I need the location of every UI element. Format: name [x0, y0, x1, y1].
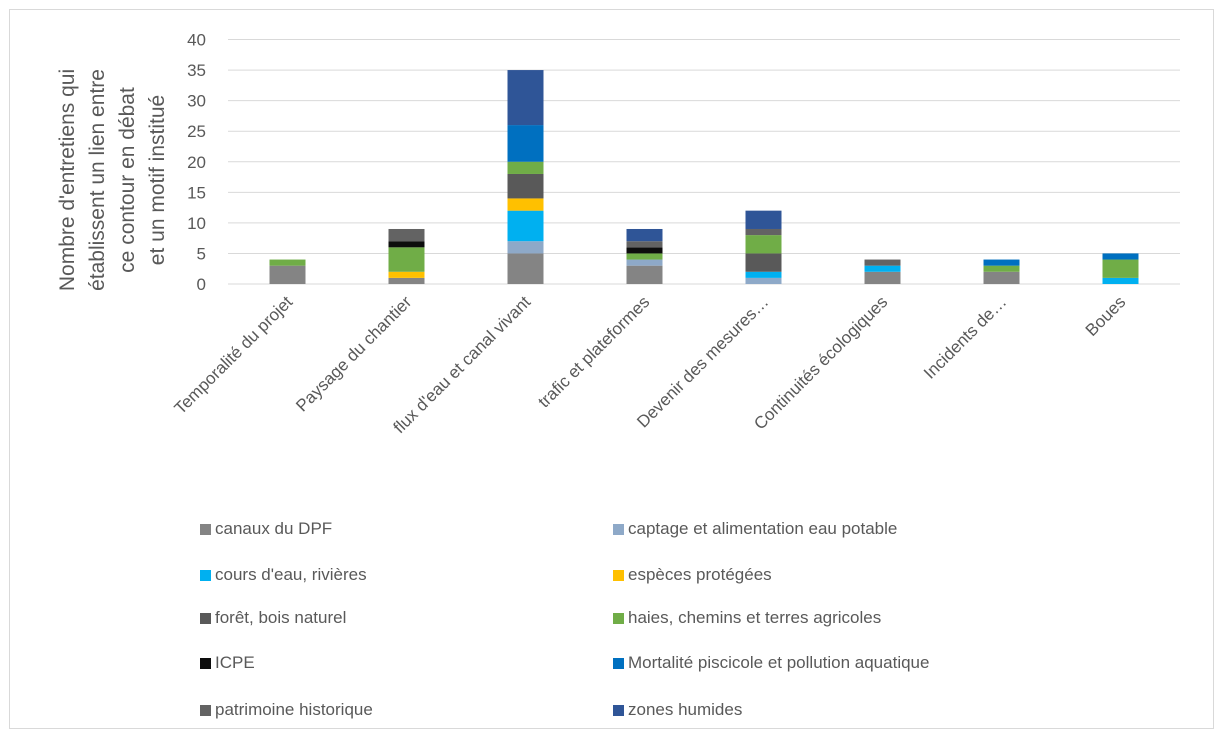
bar-segment — [626, 247, 663, 254]
x-category-label: Devenir des mesures… — [633, 292, 772, 431]
y-axis-label-line: établissent un lien entre — [86, 69, 109, 291]
bar-segment — [745, 253, 782, 272]
x-category-label: Incidents de… — [920, 292, 1010, 382]
bar-segment — [864, 265, 901, 272]
y-axis-label-line: Nombre d'entretiens qui — [56, 69, 79, 291]
bar-segment — [983, 259, 1020, 266]
bar-segment — [745, 271, 782, 278]
bar-segment — [1102, 259, 1139, 278]
y-tick-label: 35 — [187, 61, 206, 80]
x-category-label: flux d'eau et canal vivant — [390, 292, 535, 437]
y-axis-label: Nombre d'entretiens qui établissent un li… — [56, 69, 169, 291]
y-tick-label: 40 — [187, 31, 206, 50]
gridlines — [228, 39, 1180, 285]
bar-segment — [626, 253, 663, 260]
bar-segment — [507, 70, 544, 126]
bar-segment — [626, 259, 663, 266]
bar-segment — [388, 247, 425, 272]
chart-frame — [9, 9, 1214, 729]
bar-segment — [983, 265, 1020, 272]
bar-segment — [1102, 253, 1139, 260]
bar-segment — [745, 228, 782, 236]
bar-segment — [388, 241, 425, 248]
bar-segment — [626, 241, 663, 248]
bar-segment — [626, 228, 663, 242]
y-axis-label-line: ce contour en débat — [116, 87, 139, 273]
y-tick-label: 30 — [187, 92, 206, 111]
bar-segment — [745, 210, 782, 229]
bar-segment — [626, 265, 663, 284]
bar-segment — [269, 265, 306, 284]
bar-segment — [507, 253, 544, 284]
bar-segment — [745, 277, 782, 284]
bar-segment — [864, 259, 901, 266]
bar-segment — [269, 259, 306, 266]
bar-segment — [507, 198, 544, 211]
bar-segment — [388, 228, 425, 242]
bar-segment — [388, 271, 425, 278]
x-category-label: trafic et plateformes — [534, 292, 653, 411]
y-tick-label: 25 — [187, 122, 206, 141]
x-category-label: Paysage du chantier — [292, 292, 415, 415]
y-tick-label: 10 — [187, 214, 206, 233]
bar-segment — [507, 125, 544, 162]
x-category-label: Temporalité du projet — [171, 292, 297, 418]
y-tick-label: 5 — [197, 244, 206, 263]
bars — [269, 70, 1139, 284]
x-category-label: Continuités écologiques — [750, 292, 891, 433]
y-tick-label: 0 — [197, 275, 206, 294]
x-category-label: Boues — [1082, 292, 1130, 340]
y-axis-ticks: 0 5 10 15 20 25 30 35 40 — [187, 31, 206, 295]
bar-segment — [864, 271, 901, 284]
y-axis-label-line: et un motif institué — [146, 95, 169, 265]
bar-segment — [507, 161, 544, 174]
y-tick-label: 20 — [187, 153, 206, 172]
bar-segment — [507, 241, 544, 254]
bar-segment — [507, 173, 544, 199]
bar-segment — [388, 277, 425, 284]
bar-segment — [983, 271, 1020, 284]
bar-segment — [745, 235, 782, 254]
y-tick-label: 15 — [187, 183, 206, 202]
bar-segment — [507, 210, 544, 242]
bar-segment — [1102, 277, 1139, 284]
